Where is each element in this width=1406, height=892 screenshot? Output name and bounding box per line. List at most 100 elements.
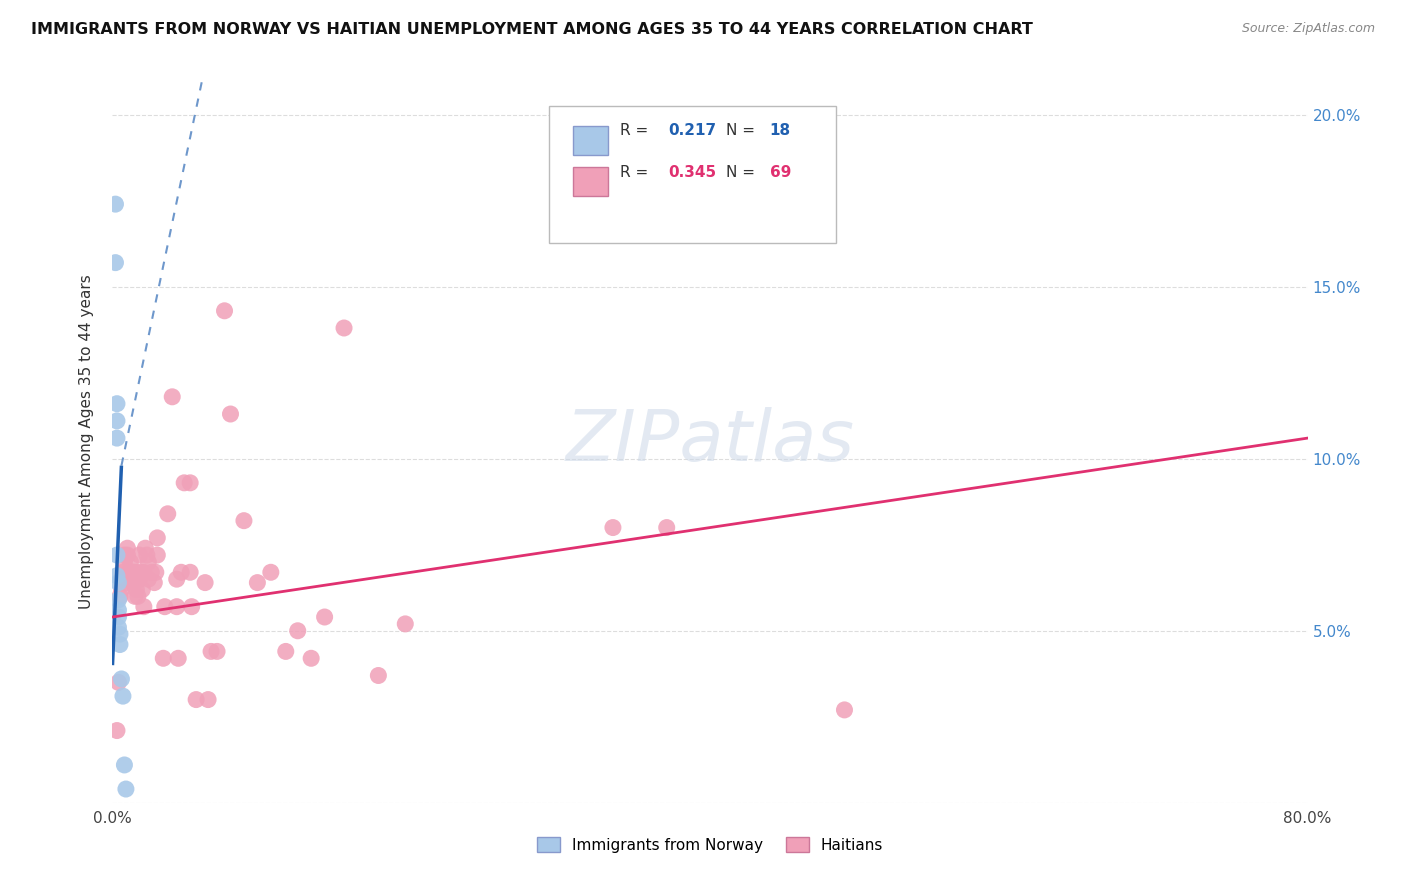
- Point: [152, 651, 174, 665]
- Text: IMMIGRANTS FROM NORWAY VS HAITIAN UNEMPLOYMENT AMONG AGES 35 TO 44 YEARS CORRELA: IMMIGRANTS FROM NORWAY VS HAITIAN UNEMPL…: [31, 22, 1033, 37]
- Point: [367, 668, 389, 682]
- Point: [108, 627, 131, 641]
- Point: [173, 475, 195, 490]
- Point: [120, 572, 142, 586]
- Point: [246, 575, 269, 590]
- Point: [114, 758, 135, 772]
- Point: [105, 414, 128, 428]
- Point: [110, 582, 132, 597]
- Point: [141, 566, 163, 580]
- Point: [138, 555, 160, 569]
- Point: [125, 582, 148, 597]
- Point: [105, 548, 128, 562]
- Point: [115, 575, 138, 590]
- Point: [194, 575, 217, 590]
- Point: [114, 572, 135, 586]
- Point: [115, 782, 138, 797]
- Point: [122, 575, 145, 590]
- Point: [153, 599, 176, 614]
- Point: [118, 566, 141, 580]
- Point: [125, 566, 148, 580]
- Point: [114, 555, 135, 569]
- Point: [143, 575, 166, 590]
- Point: [394, 616, 416, 631]
- Point: [135, 548, 157, 562]
- Point: [105, 431, 128, 445]
- Point: [179, 475, 201, 490]
- Text: 69: 69: [770, 165, 792, 180]
- Text: R =: R =: [620, 165, 654, 180]
- Point: [108, 638, 131, 652]
- Point: [170, 566, 193, 580]
- Point: [180, 599, 202, 614]
- Bar: [572, 167, 609, 196]
- Text: N =: N =: [725, 165, 759, 180]
- Point: [260, 566, 283, 580]
- Point: [127, 590, 149, 604]
- Point: [110, 672, 132, 686]
- Point: [129, 566, 152, 580]
- Text: N =: N =: [725, 123, 759, 138]
- Point: [146, 548, 169, 562]
- Point: [197, 692, 219, 706]
- Text: 0.345: 0.345: [668, 165, 716, 180]
- Bar: [572, 126, 609, 154]
- Text: 18: 18: [770, 123, 792, 138]
- Point: [156, 507, 179, 521]
- Point: [108, 590, 131, 604]
- Text: R =: R =: [620, 123, 654, 138]
- Point: [134, 541, 156, 556]
- Text: 0.217: 0.217: [668, 123, 716, 138]
- Point: [128, 548, 150, 562]
- Point: [219, 407, 242, 421]
- Point: [200, 644, 222, 658]
- Point: [117, 548, 139, 562]
- Point: [105, 397, 128, 411]
- FancyBboxPatch shape: [548, 105, 835, 243]
- Point: [107, 675, 129, 690]
- Point: [166, 572, 188, 586]
- Point: [274, 644, 297, 658]
- Point: [105, 723, 128, 738]
- Point: [655, 520, 678, 534]
- Point: [107, 575, 129, 590]
- Point: [120, 555, 142, 569]
- Point: [167, 651, 190, 665]
- Point: [104, 197, 127, 211]
- Point: [110, 572, 132, 586]
- Point: [128, 572, 150, 586]
- Y-axis label: Unemployment Among Ages 35 to 44 years: Unemployment Among Ages 35 to 44 years: [79, 274, 94, 609]
- Point: [214, 303, 236, 318]
- Point: [107, 620, 129, 634]
- Text: ZIPatlas: ZIPatlas: [565, 407, 855, 476]
- Text: Source: ZipAtlas.com: Source: ZipAtlas.com: [1241, 22, 1375, 36]
- Point: [105, 568, 128, 582]
- Point: [205, 644, 228, 658]
- Point: [233, 514, 256, 528]
- Point: [132, 599, 155, 614]
- Point: [107, 610, 129, 624]
- Point: [107, 603, 129, 617]
- Point: [111, 689, 134, 703]
- Point: [122, 566, 145, 580]
- Point: [121, 566, 143, 580]
- Point: [162, 390, 183, 404]
- Point: [834, 703, 856, 717]
- Point: [114, 548, 135, 562]
- Point: [111, 566, 134, 580]
- Point: [186, 692, 208, 706]
- Point: [314, 610, 336, 624]
- Point: [602, 520, 624, 534]
- Point: [138, 572, 160, 586]
- Point: [131, 582, 153, 597]
- Point: [299, 651, 322, 665]
- Point: [166, 599, 188, 614]
- Point: [117, 541, 139, 556]
- Point: [179, 566, 201, 580]
- Point: [333, 321, 356, 335]
- Point: [104, 255, 127, 269]
- Point: [287, 624, 309, 638]
- Point: [145, 566, 167, 580]
- Point: [132, 566, 155, 580]
- Point: [124, 590, 146, 604]
